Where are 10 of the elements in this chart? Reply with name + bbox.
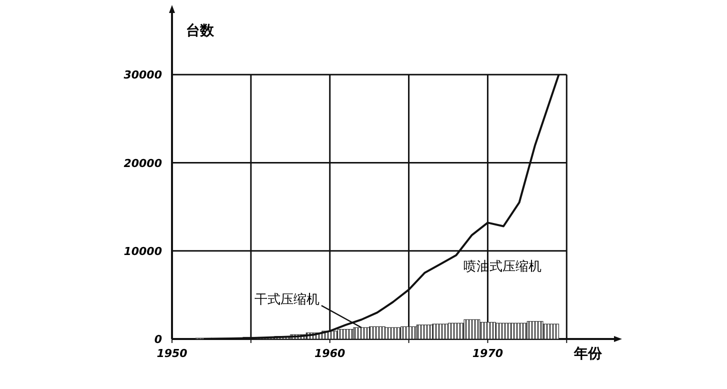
x-tick-label: 1960 — [314, 347, 346, 360]
series-label: 干式压缩机 — [254, 292, 320, 308]
x-tick-label: 1970 — [472, 347, 504, 360]
y-tick-label: 30000 — [124, 68, 162, 82]
y-axis-title: 台数 — [186, 23, 215, 39]
y-tick-label: 10000 — [124, 244, 162, 258]
x-tick-label: 1950 — [156, 347, 188, 360]
x-axis-title: 年份 — [573, 346, 603, 362]
y-tick-label: 20000 — [124, 156, 162, 170]
y-tick-label: 0 — [154, 333, 162, 346]
